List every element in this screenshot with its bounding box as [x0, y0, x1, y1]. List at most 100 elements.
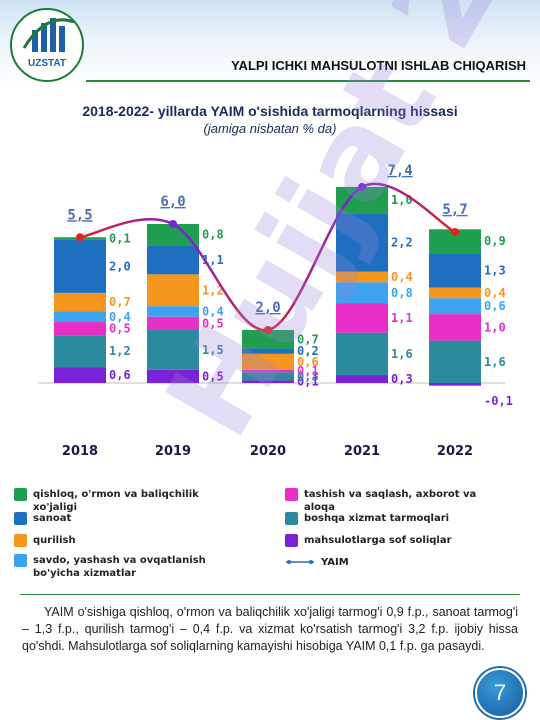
data-label-soliq-2020: 0,1: [297, 375, 319, 389]
bar-sanoat-2019: [147, 245, 199, 275]
legend-label: qishloq, o'rmon va baliqchilik xo'jaligi: [33, 489, 199, 513]
data-label-soliq-2022: -0,1: [484, 394, 513, 408]
legend-item-qishloq: qishloq, o'rmon va baliqchilik xo'jaligi: [14, 488, 208, 514]
logo-bars-icon: [22, 18, 75, 52]
bar-boshqa-2021: [336, 332, 388, 376]
bar-qishloq-2022: [429, 229, 481, 254]
legend-item-yaim: YAIM: [285, 556, 496, 569]
bar-soliq-2019: [147, 369, 199, 383]
legend-item-boshqa: boshqa xizmat tarmoqlari: [285, 512, 479, 525]
stacked-bar-chart: 0,61,20,50,40,72,00,120180,51,50,50,41,2…: [38, 163, 513, 459]
legend-label: YAIM: [321, 557, 349, 568]
x-tick-label-2019: 2019: [155, 444, 191, 459]
yaim-point-2019: [169, 220, 177, 228]
bar-qurilish-2020: [242, 353, 294, 370]
bar-savdo-2022: [429, 298, 481, 315]
data-label-sanoat-2022: 1,3: [484, 263, 506, 277]
x-tick-label-2021: 2021: [344, 444, 380, 459]
yaim-label-2022: 5,7: [442, 202, 467, 218]
data-label-qurilish-2022: 0,4: [484, 286, 506, 300]
bar-qishloq-2019: [147, 224, 199, 246]
legend-swatch-icon: [285, 534, 298, 547]
bar-boshqa-2020: [242, 372, 294, 381]
yaim-label-2020: 2,0: [255, 300, 280, 316]
page-number: 7: [475, 668, 525, 718]
legend-item-sanoat: sanoat: [14, 512, 208, 525]
legend-label: mahsulotlarga sof soliqlar: [304, 535, 452, 546]
data-label-qishloq-2018: 0,1: [109, 232, 131, 246]
bar-tashish-2020: [242, 369, 294, 373]
legend-swatch-icon: [14, 488, 27, 501]
description-paragraph: YAIM o'sishiga qishloq, o'rmon va baliqc…: [22, 605, 518, 653]
data-label-tashish-2018: 0,5: [109, 322, 131, 336]
legend-label: qurilish: [33, 535, 76, 546]
legend-item-savdo: savdo, yashash va ovqatlanish bo'yicha x…: [14, 554, 208, 580]
data-label-sanoat-2018: 2,0: [109, 259, 131, 273]
header-band: [0, 0, 540, 86]
legend-item-qurilish: qurilish: [14, 534, 208, 547]
data-label-soliq-2021: 0,3: [391, 372, 413, 386]
header-divider: [86, 80, 530, 82]
bar-soliq-2021: [336, 375, 388, 383]
bar-qurilish-2018: [54, 292, 106, 312]
data-label-boshqa-2022: 1,6: [484, 355, 506, 369]
bar-sanoat-2022: [429, 253, 481, 288]
bar-tashish-2022: [429, 314, 481, 341]
bar-tashish-2021: [336, 303, 388, 333]
data-label-qishloq-2020: 0,7: [297, 332, 319, 346]
bar-soliq-2020: [242, 380, 294, 383]
bar-qurilish-2022: [429, 287, 481, 299]
data-label-sanoat-2021: 2,2: [391, 236, 413, 250]
data-label-savdo-2019: 0,4: [202, 304, 224, 318]
data-label-tashish-2019: 0,5: [202, 316, 224, 330]
bar-qishloq-2020: [242, 330, 294, 349]
page-header-title: YALPI ICHKI MAHSULOTNI ISHLAB CHIQARISH: [231, 58, 526, 73]
data-label-soliq-2018: 0,6: [109, 368, 131, 382]
legend-item-soliq: mahsulotlarga sof soliqlar: [285, 534, 479, 547]
bar-boshqa-2022: [429, 340, 481, 383]
logo-text: UZSTAT: [28, 58, 66, 69]
data-label-qurilish-2018: 0,7: [109, 295, 131, 309]
chart-legend: qishloq, o'rmon va baliqchilik xo'jaligi…: [0, 480, 540, 580]
yaim-point-2018: [76, 233, 84, 242]
legend-swatch-icon: [285, 488, 298, 501]
legend-line-icon: [286, 560, 314, 564]
chart-title: 2018-2022- yillarda YAIM o'sishida tarmo…: [82, 103, 458, 119]
footer-divider: [20, 594, 520, 595]
bar-tashish-2019: [147, 316, 199, 330]
legend-item-tashish: tashish va saqlash, axborot va aloqa: [285, 488, 479, 514]
bar-savdo-2021: [336, 282, 388, 304]
legend-swatch-icon: [14, 554, 27, 567]
bar-sanoat-2018: [54, 239, 106, 293]
bar-sanoat-2021: [336, 213, 388, 272]
data-label-qishloq-2019: 0,8: [202, 228, 224, 242]
data-label-tashish-2022: 1,0: [484, 320, 506, 334]
x-tick-label-2020: 2020: [250, 444, 286, 459]
data-label-savdo-2018: 0,4: [109, 310, 131, 324]
yaim-point-2021: [358, 182, 366, 191]
bar-tashish-2018: [54, 322, 106, 336]
data-label-boshqa-2020: 0,3: [297, 369, 319, 383]
uzstat-logo: UZSTAT: [10, 8, 84, 82]
data-label-savdo-2021: 0,8: [391, 286, 413, 300]
yaim-label-2021: 7,4: [387, 163, 412, 179]
yaim-point-2022: [451, 227, 459, 236]
data-label-qurilish-2021: 0,4: [391, 270, 413, 284]
legend-label: tashish va saqlash, axborot va aloqa: [304, 489, 477, 513]
x-tick-label-2018: 2018: [62, 444, 98, 459]
yaim-point-2020: [264, 326, 272, 334]
x-tick-label-2022: 2022: [437, 444, 473, 459]
bar-boshqa-2019: [147, 330, 199, 370]
yaim-label-2019: 6,0: [160, 194, 185, 210]
bar-soliq-2018: [54, 367, 106, 383]
legend-label: sanoat: [33, 513, 72, 524]
data-label-sanoat-2020: 0,2: [297, 344, 319, 358]
bar-sanoat-2020: [242, 348, 294, 354]
yaim-label-2018: 5,5: [67, 207, 92, 223]
data-label-boshqa-2018: 1,2: [109, 344, 131, 358]
legend-swatch-icon: [14, 512, 27, 525]
chart-subtitle: (jamiga nisbatan % da): [203, 121, 337, 136]
data-label-boshqa-2021: 1,6: [391, 347, 413, 361]
bar-qishloq-2021: [336, 186, 388, 214]
data-label-boshqa-2019: 1,5: [202, 343, 224, 357]
